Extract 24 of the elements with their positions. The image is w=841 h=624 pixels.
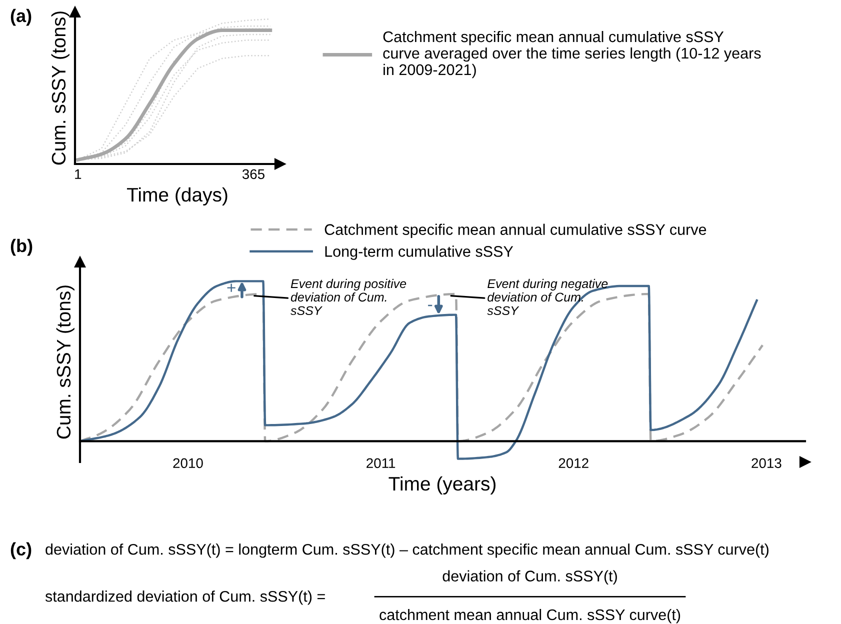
legend-label: Long-term cumulative sSSY <box>325 246 514 260</box>
annotation: Event during negative deviation of Cum. sSSY <box>487 278 608 316</box>
x-tick-label: 2010 <box>173 458 203 468</box>
x-tick-label: 2012 <box>558 458 588 468</box>
x-axis-title: Time (years) <box>388 476 496 494</box>
text: catchment mean annual Cum. sSSY curve(t) <box>380 608 680 624</box>
chart-title: (b) <box>10 238 32 256</box>
legend-label: Catchment specific mean annual cumulative sSSY curve averaged over the time series length (10-12 years in 2009-2021) <box>383 30 761 78</box>
text: (c) <box>10 542 32 560</box>
x-tick-label: 1 <box>75 169 82 179</box>
annotation: Event during positive deviation of Cum. sSSY <box>290 278 406 316</box>
text: standardized deviation of Cum. sSSY(t) = <box>45 590 325 605</box>
text: deviation of Cum. sSSY(t) = longterm Cum. sSSY(t) – catchment specific mean annual Cum. sSSY curve(t) <box>46 544 768 558</box>
x-axis-title: Time (days) <box>126 187 228 206</box>
y-axis-title: Cum. sSSY (tons) <box>56 286 74 439</box>
annotation: - <box>428 304 432 306</box>
y-axis-title: Cum. sSSY (tons) <box>51 12 70 165</box>
text: deviation of Cum. sSSY(t) <box>442 570 617 585</box>
annotation: + <box>227 284 236 292</box>
x-tick-label: 2011 <box>366 458 396 468</box>
chart-title: (a) <box>10 8 32 26</box>
legend-label: Catchment specific mean annual cumulative sSSY curve <box>324 224 706 238</box>
x-tick-label: 365 <box>242 169 264 180</box>
x-tick-label: 2013 <box>752 458 782 468</box>
